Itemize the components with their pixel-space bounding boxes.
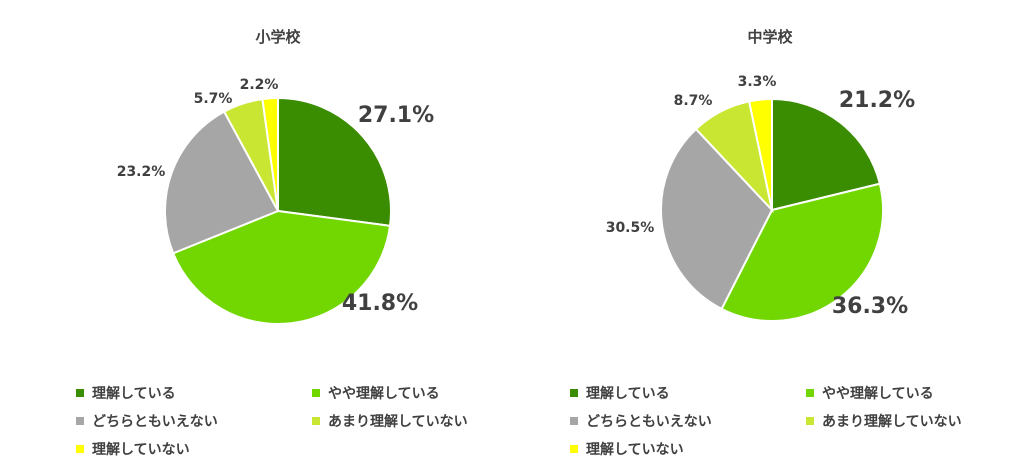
legend-swatch: [570, 417, 578, 425]
legend-item: あまり理解していない: [312, 412, 468, 430]
legend-label: どちらともいえない: [586, 414, 712, 430]
data-label: 5.7%: [194, 91, 233, 107]
legend-swatch: [312, 417, 320, 425]
legend-label: 理解していない: [92, 442, 190, 458]
data-label: 21.2%: [839, 88, 915, 113]
legend-item: 理解している: [570, 384, 670, 402]
data-label: 36.3%: [832, 294, 908, 319]
pie-slice: [771, 97, 882, 212]
data-label: 27.1%: [358, 103, 434, 128]
pie-slice: [660, 127, 774, 311]
legend-label: あまり理解していない: [328, 414, 468, 430]
data-label: 2.2%: [240, 77, 279, 93]
data-label: 41.8%: [342, 291, 418, 316]
legend-label: どちらともいえない: [92, 414, 218, 430]
legend-item: やや理解している: [806, 384, 934, 402]
legend-item: やや理解している: [312, 384, 440, 402]
data-label: 8.7%: [674, 93, 713, 109]
pie-slice: [171, 209, 392, 325]
legend-swatch: [76, 445, 84, 453]
pie-slice: [277, 96, 392, 227]
pie-slice: [720, 182, 884, 322]
legend-swatch: [806, 417, 814, 425]
data-label: 3.3%: [738, 74, 777, 90]
pie-slice: [747, 97, 773, 211]
legend-swatch: [806, 389, 814, 397]
legend-item: どちらともいえない: [570, 412, 712, 430]
legend-label: やや理解している: [328, 386, 440, 402]
data-label: 23.2%: [117, 164, 166, 180]
legend-label: やや理解している: [822, 386, 934, 402]
legend-item: 理解していない: [570, 440, 684, 458]
legend-item: あまり理解していない: [806, 412, 962, 430]
legend-swatch: [570, 389, 578, 397]
chart-title-elementary: 小学校: [255, 28, 301, 46]
legend-swatch: [76, 389, 84, 397]
legend-item: 理解している: [76, 384, 176, 402]
legend-item: どちらともいえない: [76, 412, 218, 430]
chart-title-junior-high: 中学校: [747, 28, 793, 46]
legend-swatch: [76, 417, 84, 425]
legend-label: 理解している: [586, 386, 670, 402]
legend-swatch: [570, 445, 578, 453]
legend-item: 理解していない: [76, 440, 190, 458]
pie-slice: [164, 110, 280, 255]
legend-label: 理解していない: [586, 442, 684, 458]
data-label: 30.5%: [606, 220, 655, 236]
legend-label: あまり理解していない: [822, 414, 962, 430]
legend-swatch: [312, 389, 320, 397]
pie-slice: [261, 96, 279, 212]
legend-label: 理解している: [92, 386, 176, 402]
